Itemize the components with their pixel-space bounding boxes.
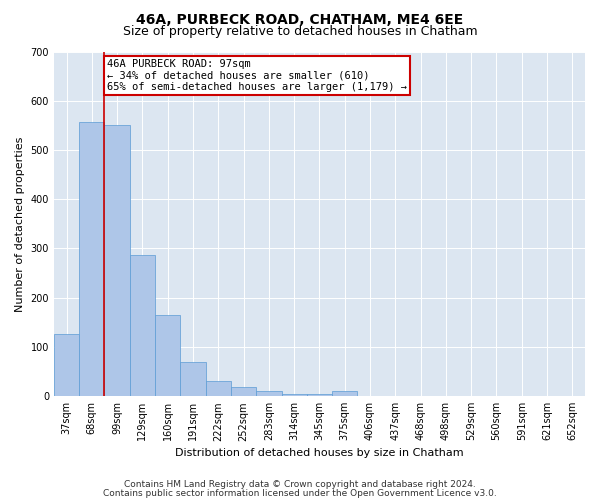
Text: Size of property relative to detached houses in Chatham: Size of property relative to detached ho…: [122, 25, 478, 38]
Text: Contains HM Land Registry data © Crown copyright and database right 2024.: Contains HM Land Registry data © Crown c…: [124, 480, 476, 489]
Bar: [332, 392, 358, 396]
Bar: [181, 362, 206, 396]
Y-axis label: Number of detached properties: Number of detached properties: [15, 136, 25, 312]
Bar: [54, 334, 79, 396]
X-axis label: Distribution of detached houses by size in Chatham: Distribution of detached houses by size …: [175, 448, 464, 458]
Bar: [79, 122, 104, 396]
Bar: [307, 394, 332, 396]
Bar: [130, 255, 155, 396]
Bar: [206, 382, 231, 396]
Text: 46A PURBECK ROAD: 97sqm
← 34% of detached houses are smaller (610)
65% of semi-d: 46A PURBECK ROAD: 97sqm ← 34% of detache…: [107, 59, 407, 92]
Text: Contains public sector information licensed under the Open Government Licence v3: Contains public sector information licen…: [103, 488, 497, 498]
Bar: [155, 315, 181, 396]
Bar: [231, 388, 256, 396]
Text: 46A, PURBECK ROAD, CHATHAM, ME4 6EE: 46A, PURBECK ROAD, CHATHAM, ME4 6EE: [136, 12, 464, 26]
Bar: [104, 126, 130, 396]
Bar: [256, 392, 281, 396]
Bar: [281, 394, 307, 396]
